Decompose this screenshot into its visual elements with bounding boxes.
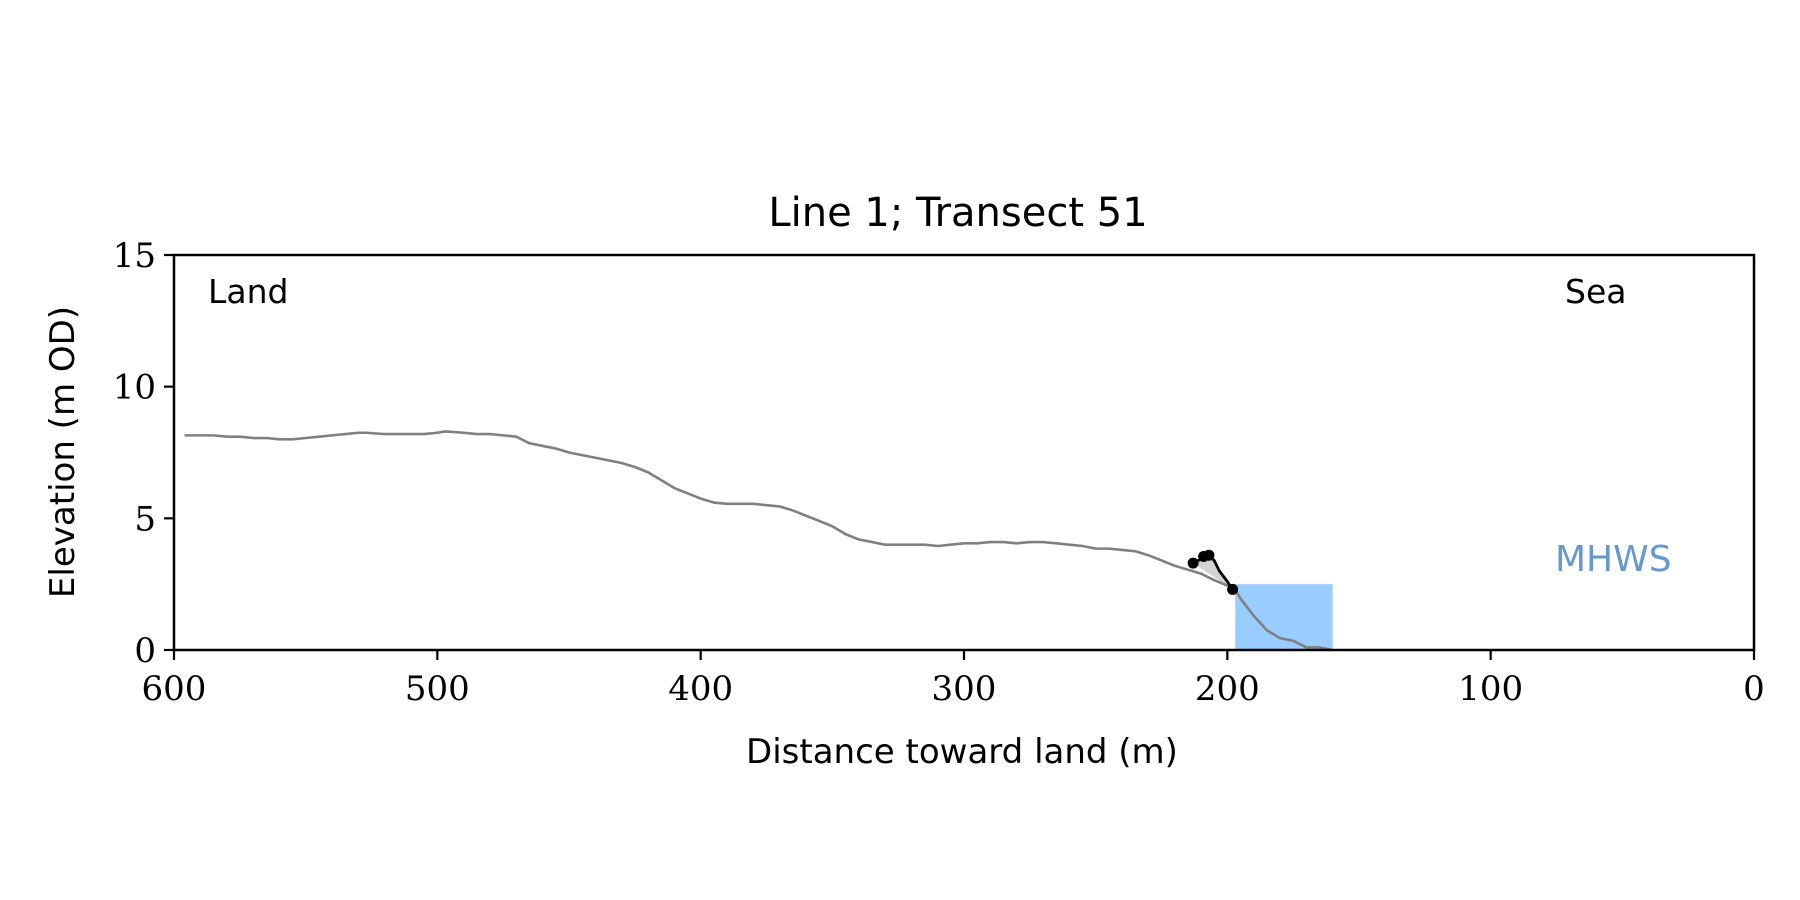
x-tick-label: 0 <box>1743 669 1765 709</box>
mhws-label: MHWS <box>1555 539 1672 580</box>
y-axis-label: Elevation (m OD) <box>43 306 83 598</box>
x-tick-label: 200 <box>1195 669 1260 709</box>
y-tick-label: 15 <box>113 236 156 276</box>
x-axis-label: Distance toward land (m) <box>746 732 1178 772</box>
x-tick-label: 300 <box>932 669 997 709</box>
y-tick-label: 5 <box>134 499 156 539</box>
y-tick-label: 10 <box>113 368 156 408</box>
land-label: Land <box>208 272 288 311</box>
sea-label: Sea <box>1565 272 1626 311</box>
x-axis-ticks: 600 500 400 300 200 100 0 <box>142 650 1765 709</box>
x-tick-label: 100 <box>1458 669 1523 709</box>
chart-title: Line 1; Transect 51 <box>768 190 1147 236</box>
x-tick-label: 400 <box>668 669 733 709</box>
x-tick-label: 600 <box>142 669 207 709</box>
x-tick-label: 500 <box>405 669 470 709</box>
profile-line <box>184 430 1333 652</box>
plot-area <box>184 430 1333 652</box>
y-tick-label: 0 <box>134 631 156 671</box>
feature-point <box>1203 549 1215 561</box>
feature-point <box>1187 557 1199 569</box>
feature-shaded-area <box>1193 555 1233 590</box>
y-axis-ticks: 0 5 10 15 <box>113 236 174 671</box>
feature-point <box>1227 583 1239 595</box>
axes-frame <box>172 253 1756 652</box>
